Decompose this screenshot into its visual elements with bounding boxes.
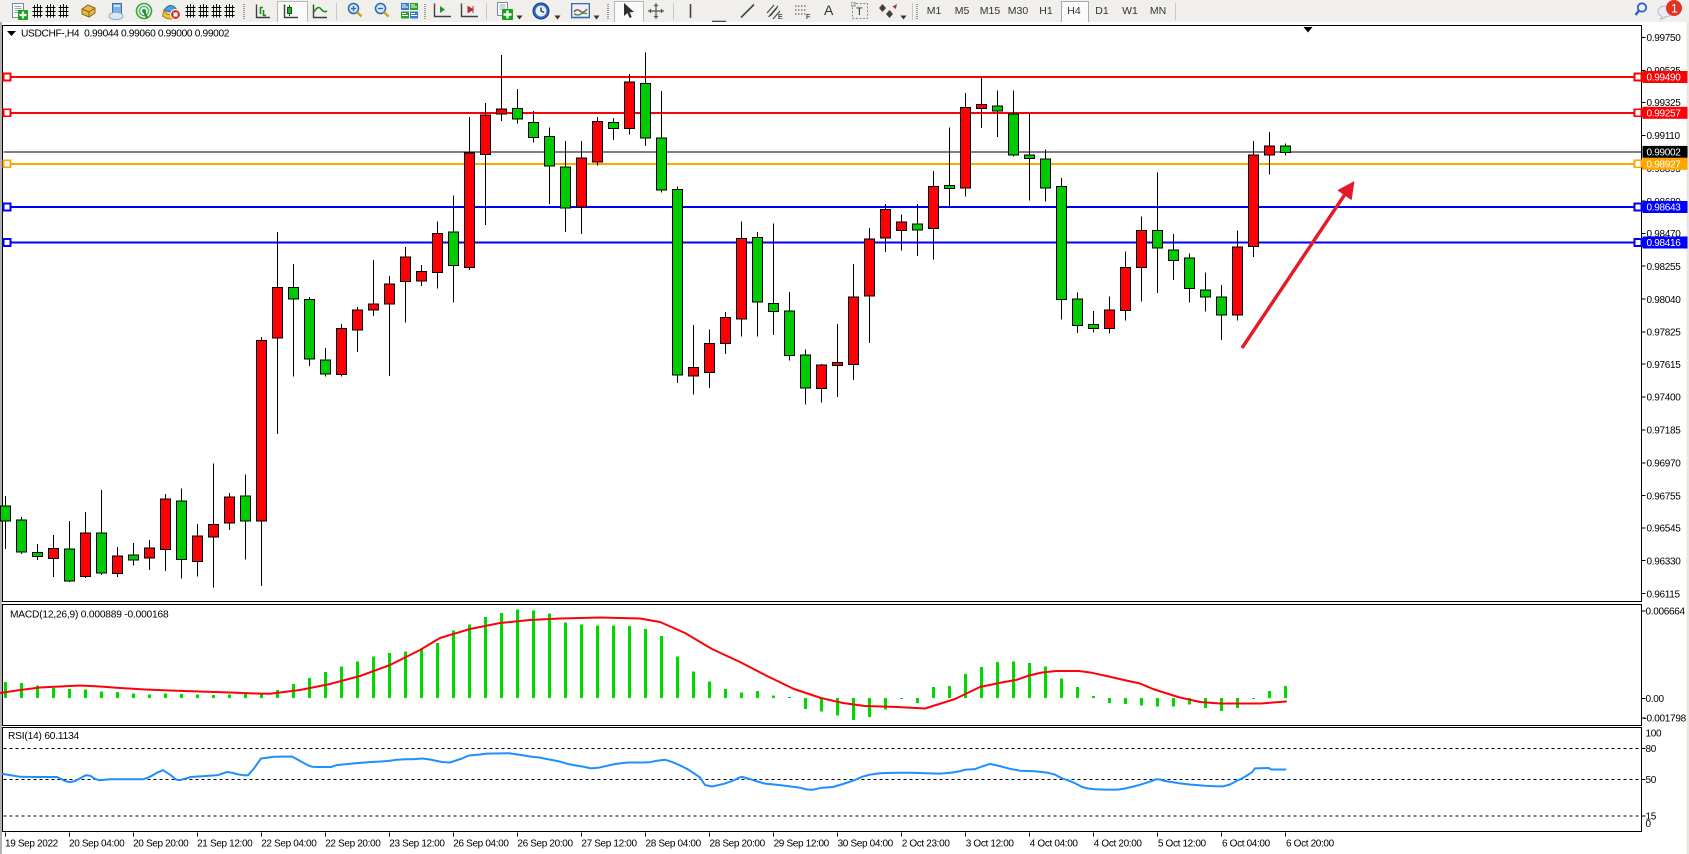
svg-text:2 Oct 23:00: 2 Oct 23:00 bbox=[902, 839, 951, 850]
svg-text:19 Sep 2022: 19 Sep 2022 bbox=[5, 839, 59, 850]
svg-text:0.96970: 0.96970 bbox=[1647, 459, 1682, 470]
svg-text:0.96330: 0.96330 bbox=[1647, 556, 1682, 567]
svg-text:0.96545: 0.96545 bbox=[1647, 524, 1682, 535]
svg-text:26 Sep 04:00: 26 Sep 04:00 bbox=[453, 839, 509, 850]
svg-text:5 Oct 12:00: 5 Oct 12:00 bbox=[1158, 839, 1207, 850]
svg-text:0.99257: 0.99257 bbox=[1647, 109, 1682, 120]
svg-text:0.97615: 0.97615 bbox=[1647, 360, 1682, 371]
svg-text:0.98255: 0.98255 bbox=[1647, 262, 1682, 273]
svg-text:0.99325: 0.99325 bbox=[1647, 98, 1682, 109]
svg-text:0.97185: 0.97185 bbox=[1647, 426, 1682, 437]
svg-text:0.00: 0.00 bbox=[1646, 694, 1665, 705]
svg-text:USDCHF-,H4 0.99044 0.99060 0.: USDCHF-,H4 0.99044 0.99060 0.99000 0.990… bbox=[21, 29, 230, 40]
svg-text:0: 0 bbox=[1646, 819, 1652, 830]
svg-text:27 Sep 12:00: 27 Sep 12:00 bbox=[581, 839, 637, 850]
svg-text:T: T bbox=[856, 6, 863, 18]
svg-text:0.98416: 0.98416 bbox=[1647, 238, 1682, 249]
svg-text:100: 100 bbox=[1646, 729, 1663, 740]
svg-text:50: 50 bbox=[1646, 775, 1657, 786]
svg-text:21 Sep 12:00: 21 Sep 12:00 bbox=[197, 839, 253, 850]
svg-text:29 Sep 12:00: 29 Sep 12:00 bbox=[774, 839, 830, 850]
svg-text:15: 15 bbox=[1646, 812, 1657, 823]
svg-text:22 Sep 04:00: 22 Sep 04:00 bbox=[261, 839, 317, 850]
svg-text:0.98040: 0.98040 bbox=[1647, 295, 1682, 306]
svg-text:0.99750: 0.99750 bbox=[1647, 33, 1682, 44]
svg-text:F: F bbox=[806, 14, 810, 21]
svg-text:6 Oct 04:00: 6 Oct 04:00 bbox=[1222, 839, 1271, 850]
svg-text:6 Oct 20:00: 6 Oct 20:00 bbox=[1286, 839, 1335, 850]
svg-text:3 Oct 12:00: 3 Oct 12:00 bbox=[966, 839, 1015, 850]
svg-text:0.99002: 0.99002 bbox=[1647, 148, 1682, 159]
svg-text:23 Sep 12:00: 23 Sep 12:00 bbox=[389, 839, 445, 850]
svg-text:0.98470: 0.98470 bbox=[1647, 229, 1682, 240]
svg-text:30 Sep 04:00: 30 Sep 04:00 bbox=[838, 839, 894, 850]
svg-text:28 Sep 04:00: 28 Sep 04:00 bbox=[646, 839, 702, 850]
svg-text:4 Oct 20:00: 4 Oct 20:00 bbox=[1094, 839, 1143, 850]
svg-text:0.97400: 0.97400 bbox=[1647, 393, 1682, 404]
svg-text:-0.001798: -0.001798 bbox=[1644, 714, 1687, 725]
svg-text:E: E bbox=[778, 14, 783, 21]
svg-text:1: 1 bbox=[1671, 2, 1678, 16]
svg-text:0.98927: 0.98927 bbox=[1647, 160, 1682, 171]
svg-text:80: 80 bbox=[1646, 744, 1657, 755]
svg-text:0.006664: 0.006664 bbox=[1646, 607, 1686, 618]
svg-text:20 Sep 20:00: 20 Sep 20:00 bbox=[133, 839, 189, 850]
svg-text:RSI(14) 60.1134: RSI(14) 60.1134 bbox=[8, 731, 80, 742]
svg-text:MACD(12,26,9) 0.000889 -0.0001: MACD(12,26,9) 0.000889 -0.000168 bbox=[10, 610, 169, 621]
svg-text:22 Sep 20:00: 22 Sep 20:00 bbox=[325, 839, 381, 850]
svg-text:0.99490: 0.99490 bbox=[1647, 73, 1682, 84]
svg-text:0.97825: 0.97825 bbox=[1647, 328, 1682, 339]
svg-text:0.96115: 0.96115 bbox=[1647, 589, 1681, 600]
svg-text:20 Sep 04:00: 20 Sep 04:00 bbox=[69, 839, 125, 850]
svg-text:0.98643: 0.98643 bbox=[1647, 203, 1682, 214]
svg-text:26 Sep 20:00: 26 Sep 20:00 bbox=[517, 839, 573, 850]
svg-text:0.96755: 0.96755 bbox=[1647, 491, 1682, 502]
svg-text:0.99110: 0.99110 bbox=[1647, 131, 1681, 142]
svg-text:4 Oct 04:00: 4 Oct 04:00 bbox=[1030, 839, 1079, 850]
svg-text:28 Sep 20:00: 28 Sep 20:00 bbox=[710, 839, 766, 850]
